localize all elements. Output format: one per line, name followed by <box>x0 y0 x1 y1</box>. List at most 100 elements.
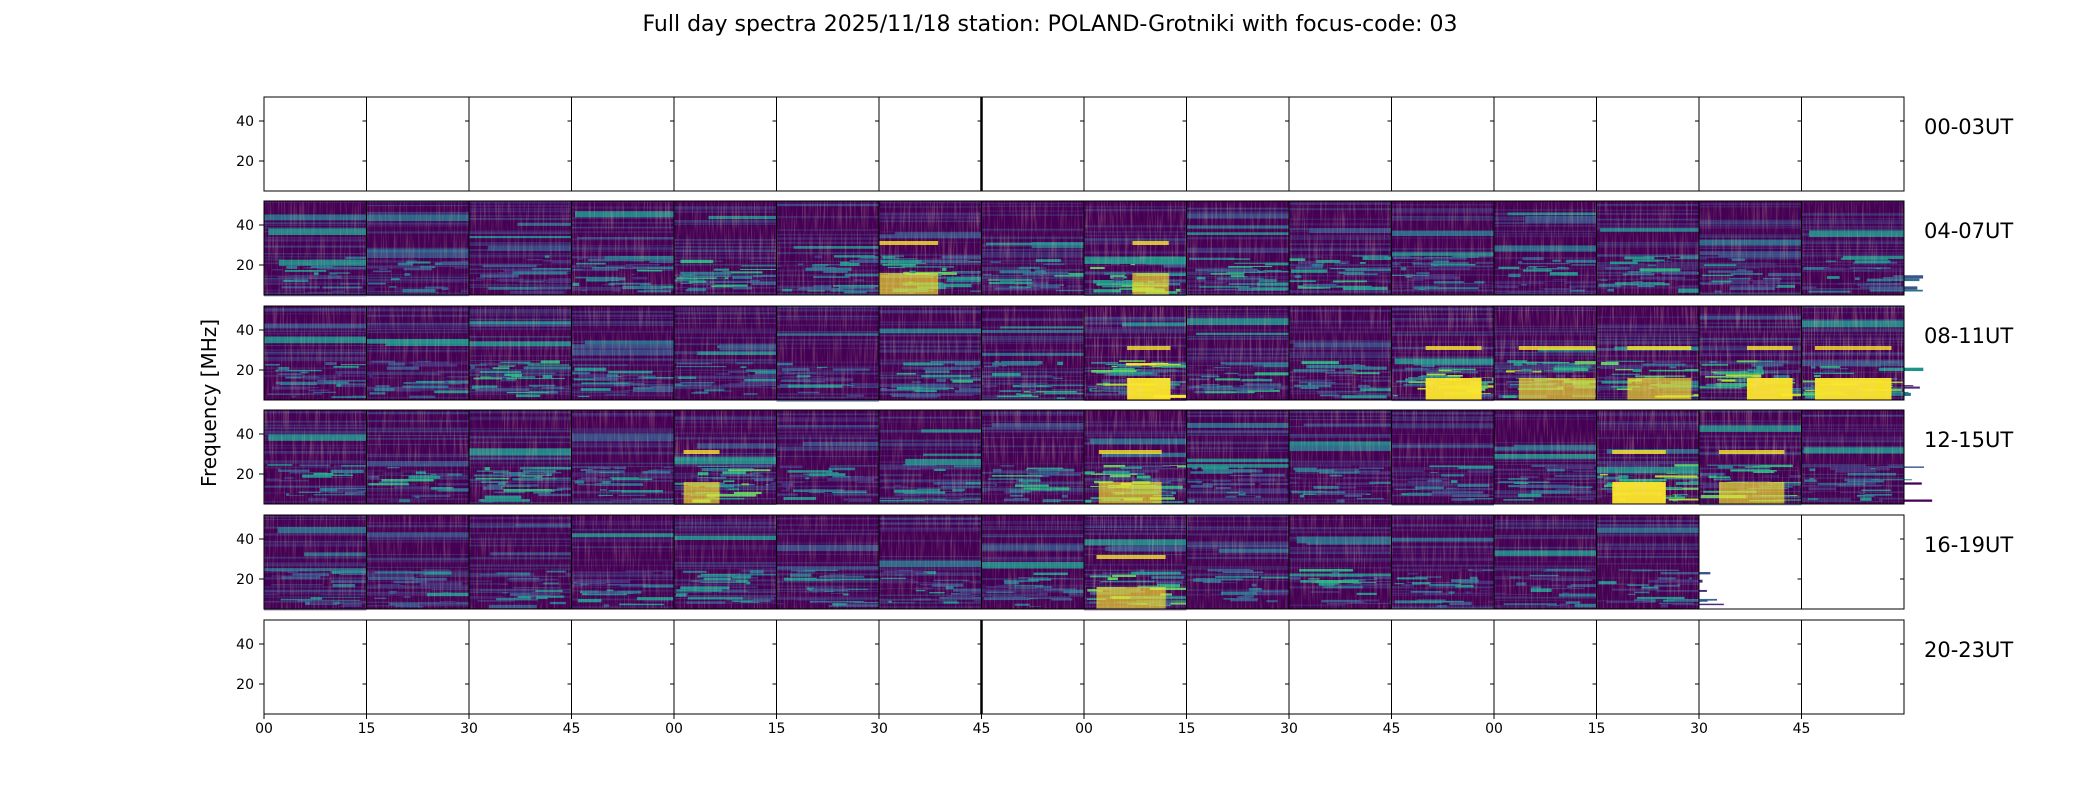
panel-frame <box>468 619 572 715</box>
spectrum-grain <box>1801 201 1904 295</box>
panel-frame <box>1186 96 1290 192</box>
spectrum-panel <box>468 514 587 610</box>
spectrum-grain <box>674 515 777 609</box>
spectrum-panel <box>1698 619 1802 715</box>
spectrum-panel <box>1596 305 1719 401</box>
spectrum-grain <box>1084 515 1187 609</box>
spectrum-grain <box>981 515 1084 609</box>
panel-frame <box>1493 96 1597 192</box>
spectrum-grain <box>1289 515 1392 609</box>
spectrum-panel <box>366 409 491 505</box>
row-label: 20-23UT <box>1924 638 2013 662</box>
spectrum-stripe <box>776 399 879 402</box>
spectrum-grain <box>776 410 879 504</box>
spectrum-grain <box>366 410 469 504</box>
spectrum-panel <box>1288 96 1392 192</box>
spectrum-grain <box>366 306 469 400</box>
panel-frame <box>1698 619 1802 715</box>
spectrum-grain <box>1289 410 1392 504</box>
x-tick-label: 30 <box>460 721 478 737</box>
spectrum-panel <box>878 200 1003 296</box>
spectrum-panel <box>366 514 479 610</box>
spectrum-panel <box>981 409 1113 505</box>
spectrum-panel <box>878 96 982 192</box>
spectrum-grain <box>571 201 674 295</box>
spectrum-grain <box>674 306 777 400</box>
row-label: 04-07UT <box>1924 219 2013 243</box>
spectrum-grain <box>1494 201 1597 295</box>
spectrum-grain <box>264 201 367 295</box>
panel-frame <box>1186 619 1290 715</box>
panel-frame <box>1801 200 1905 296</box>
spectrum-grain <box>1699 306 1802 400</box>
spectra-row-16-19UT <box>263 514 1905 611</box>
x-tick-label: 15 <box>1588 721 1606 737</box>
spectrum-panel <box>366 200 496 297</box>
spectrum-panel <box>468 200 598 296</box>
spectra-row-08-11UT <box>263 305 1924 402</box>
panel-frame <box>468 96 572 192</box>
panel-frame <box>1801 96 1905 192</box>
spectrum-panel <box>981 514 1115 610</box>
spectrum-panel <box>1493 96 1597 192</box>
panel-frame <box>366 619 470 715</box>
spectrum-panel <box>571 305 703 401</box>
x-tick-label: 15 <box>358 721 376 737</box>
spectrum-panel <box>1083 409 1216 505</box>
spectrum-grain <box>1186 410 1289 504</box>
spectrum-panel <box>1288 619 1392 715</box>
spectrum-panel <box>673 200 806 296</box>
y-tick-label: 20 <box>236 363 254 379</box>
spectrum-panel <box>1596 619 1700 715</box>
x-tick-label: 15 <box>1178 721 1196 737</box>
y-tick-label: 20 <box>236 154 254 170</box>
spectrum-grain <box>1391 515 1494 609</box>
spectrum-grain <box>776 515 879 609</box>
panel-frame <box>878 619 982 715</box>
panel-frame <box>1083 619 1187 715</box>
spectrum-panel <box>1391 619 1495 715</box>
spectrum-grain <box>1391 410 1494 504</box>
spectrum-grain <box>1289 306 1392 400</box>
spectrum-panel <box>571 409 683 505</box>
spectrum-grain <box>1699 201 1802 295</box>
spectrum-panel <box>1698 409 1825 506</box>
panel-frame <box>776 619 880 715</box>
spectrum-grain <box>879 410 982 504</box>
panel-frame <box>1801 619 1905 715</box>
spectrum-panel <box>776 514 887 610</box>
spectrum-panel <box>468 409 591 505</box>
spectrum-panel <box>1596 200 1725 296</box>
spectrum-panel <box>366 619 470 715</box>
spectrum-panel <box>878 514 1004 610</box>
spectrum-panel <box>1391 305 1522 402</box>
x-tick-label: 45 <box>1383 721 1401 737</box>
y-tick-label: 40 <box>236 532 254 548</box>
spectrum-grain <box>1801 306 1904 400</box>
x-tick-label: 30 <box>870 721 888 737</box>
panel-frame <box>1288 96 1392 192</box>
spectrum-grain <box>1084 201 1187 295</box>
x-tick-label: 15 <box>768 721 786 737</box>
spectrum-grain <box>1084 410 1187 504</box>
spectrum-panel <box>673 409 786 505</box>
spectrum-panel <box>981 200 1107 296</box>
spectra-row-00-03UT <box>263 96 1905 192</box>
spectrum-grain <box>1084 306 1187 400</box>
spectrum-grain <box>469 306 572 400</box>
spectrum-stripe <box>264 294 367 297</box>
panel-frame <box>673 619 777 715</box>
spectrum-grain <box>1494 306 1597 400</box>
panel-frame <box>1288 619 1392 715</box>
spectrum-panel <box>1083 96 1187 192</box>
x-tick-label: 00 <box>255 721 273 737</box>
y-tick-label: 40 <box>236 323 254 339</box>
spectrum-panel <box>1493 514 1616 610</box>
y-tick-label: 20 <box>236 677 254 693</box>
panel-frame <box>571 619 675 715</box>
spectra-row-04-07UT <box>263 200 1924 297</box>
spectrum-grain <box>264 306 367 400</box>
row-label: 12-15UT <box>1924 428 2013 452</box>
spectrum-panel <box>571 96 675 192</box>
panel-frame <box>878 96 982 192</box>
